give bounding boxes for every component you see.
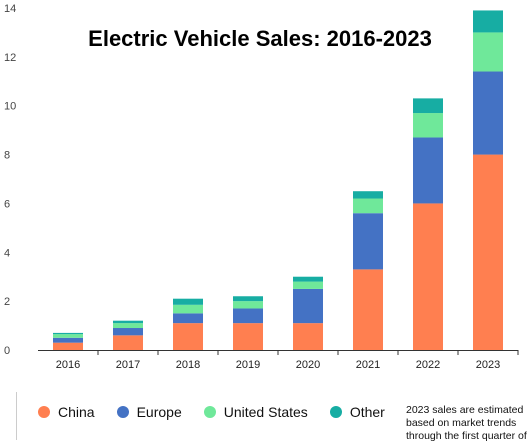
x-tick-label: 2023 xyxy=(476,359,500,371)
bar-europe xyxy=(413,137,443,204)
legend-label: China xyxy=(58,404,95,420)
bar-china xyxy=(53,342,83,350)
bar-europe xyxy=(293,288,323,324)
bar-other xyxy=(293,276,323,282)
bar-united-states xyxy=(173,304,203,314)
bar-europe xyxy=(113,328,143,336)
bar-china xyxy=(233,323,263,350)
bar-other xyxy=(233,296,263,302)
y-tick-label: 4 xyxy=(4,247,10,259)
bar-europe xyxy=(173,313,203,324)
legend-item: United States xyxy=(203,404,308,420)
chart-title: Electric Vehicle Sales: 2016-2023 xyxy=(88,26,432,51)
bar-other xyxy=(173,298,203,305)
legend-swatch xyxy=(38,406,50,418)
x-tick-label: 2017 xyxy=(116,359,140,371)
y-tick-label: 0 xyxy=(4,345,10,357)
bar-europe xyxy=(233,308,263,324)
bar-europe xyxy=(353,213,383,270)
bar-united-states xyxy=(353,198,383,214)
x-tick-label: 2019 xyxy=(236,359,260,371)
x-tick-label: 2020 xyxy=(296,359,320,371)
bar-other xyxy=(53,332,83,335)
y-tick-label: 6 xyxy=(4,198,10,210)
bar-united-states xyxy=(113,323,143,329)
bar-other xyxy=(113,320,143,324)
bar-other xyxy=(413,98,443,114)
legend-swatch xyxy=(329,406,342,418)
x-tick-label: 2016 xyxy=(56,359,80,371)
legend-label: United States xyxy=(223,404,308,420)
legend-item: Europe xyxy=(116,404,182,420)
legend-item: China xyxy=(38,404,95,420)
x-tick-label: 2018 xyxy=(176,359,200,371)
bar-china xyxy=(473,154,503,350)
y-tick-label: 12 xyxy=(4,52,16,64)
bar-other xyxy=(353,191,383,199)
bar-china xyxy=(113,335,143,350)
bar-china xyxy=(293,323,323,350)
x-tick-label: 2021 xyxy=(356,359,380,371)
y-tick-label: 10 xyxy=(4,101,16,113)
bar-united-states xyxy=(413,113,443,138)
bar-europe xyxy=(53,337,83,343)
bar-other xyxy=(473,10,503,33)
bar-china xyxy=(413,203,443,350)
legend: China Europe United States Other xyxy=(38,400,407,424)
legend-divider xyxy=(16,392,17,440)
x-tick-label: 2022 xyxy=(416,359,440,371)
bar-united-states xyxy=(53,334,83,338)
legend-label: Other xyxy=(349,404,385,420)
footnote: 2023 sales are estimated based on market… xyxy=(406,404,527,442)
bar-united-states xyxy=(233,301,263,309)
bar-china xyxy=(353,269,383,350)
bar-china xyxy=(173,323,203,350)
y-tick-label: 14 xyxy=(4,3,16,15)
bar-united-states xyxy=(293,281,323,289)
legend-item: Other xyxy=(329,404,385,420)
y-tick-label: 2 xyxy=(4,296,10,308)
legend-swatch xyxy=(203,406,216,418)
bar-europe xyxy=(473,71,503,155)
legend-label: Europe xyxy=(136,404,182,420)
y-tick-label: 8 xyxy=(4,150,10,162)
bar-united-states xyxy=(473,32,503,72)
legend-swatch xyxy=(116,406,129,418)
